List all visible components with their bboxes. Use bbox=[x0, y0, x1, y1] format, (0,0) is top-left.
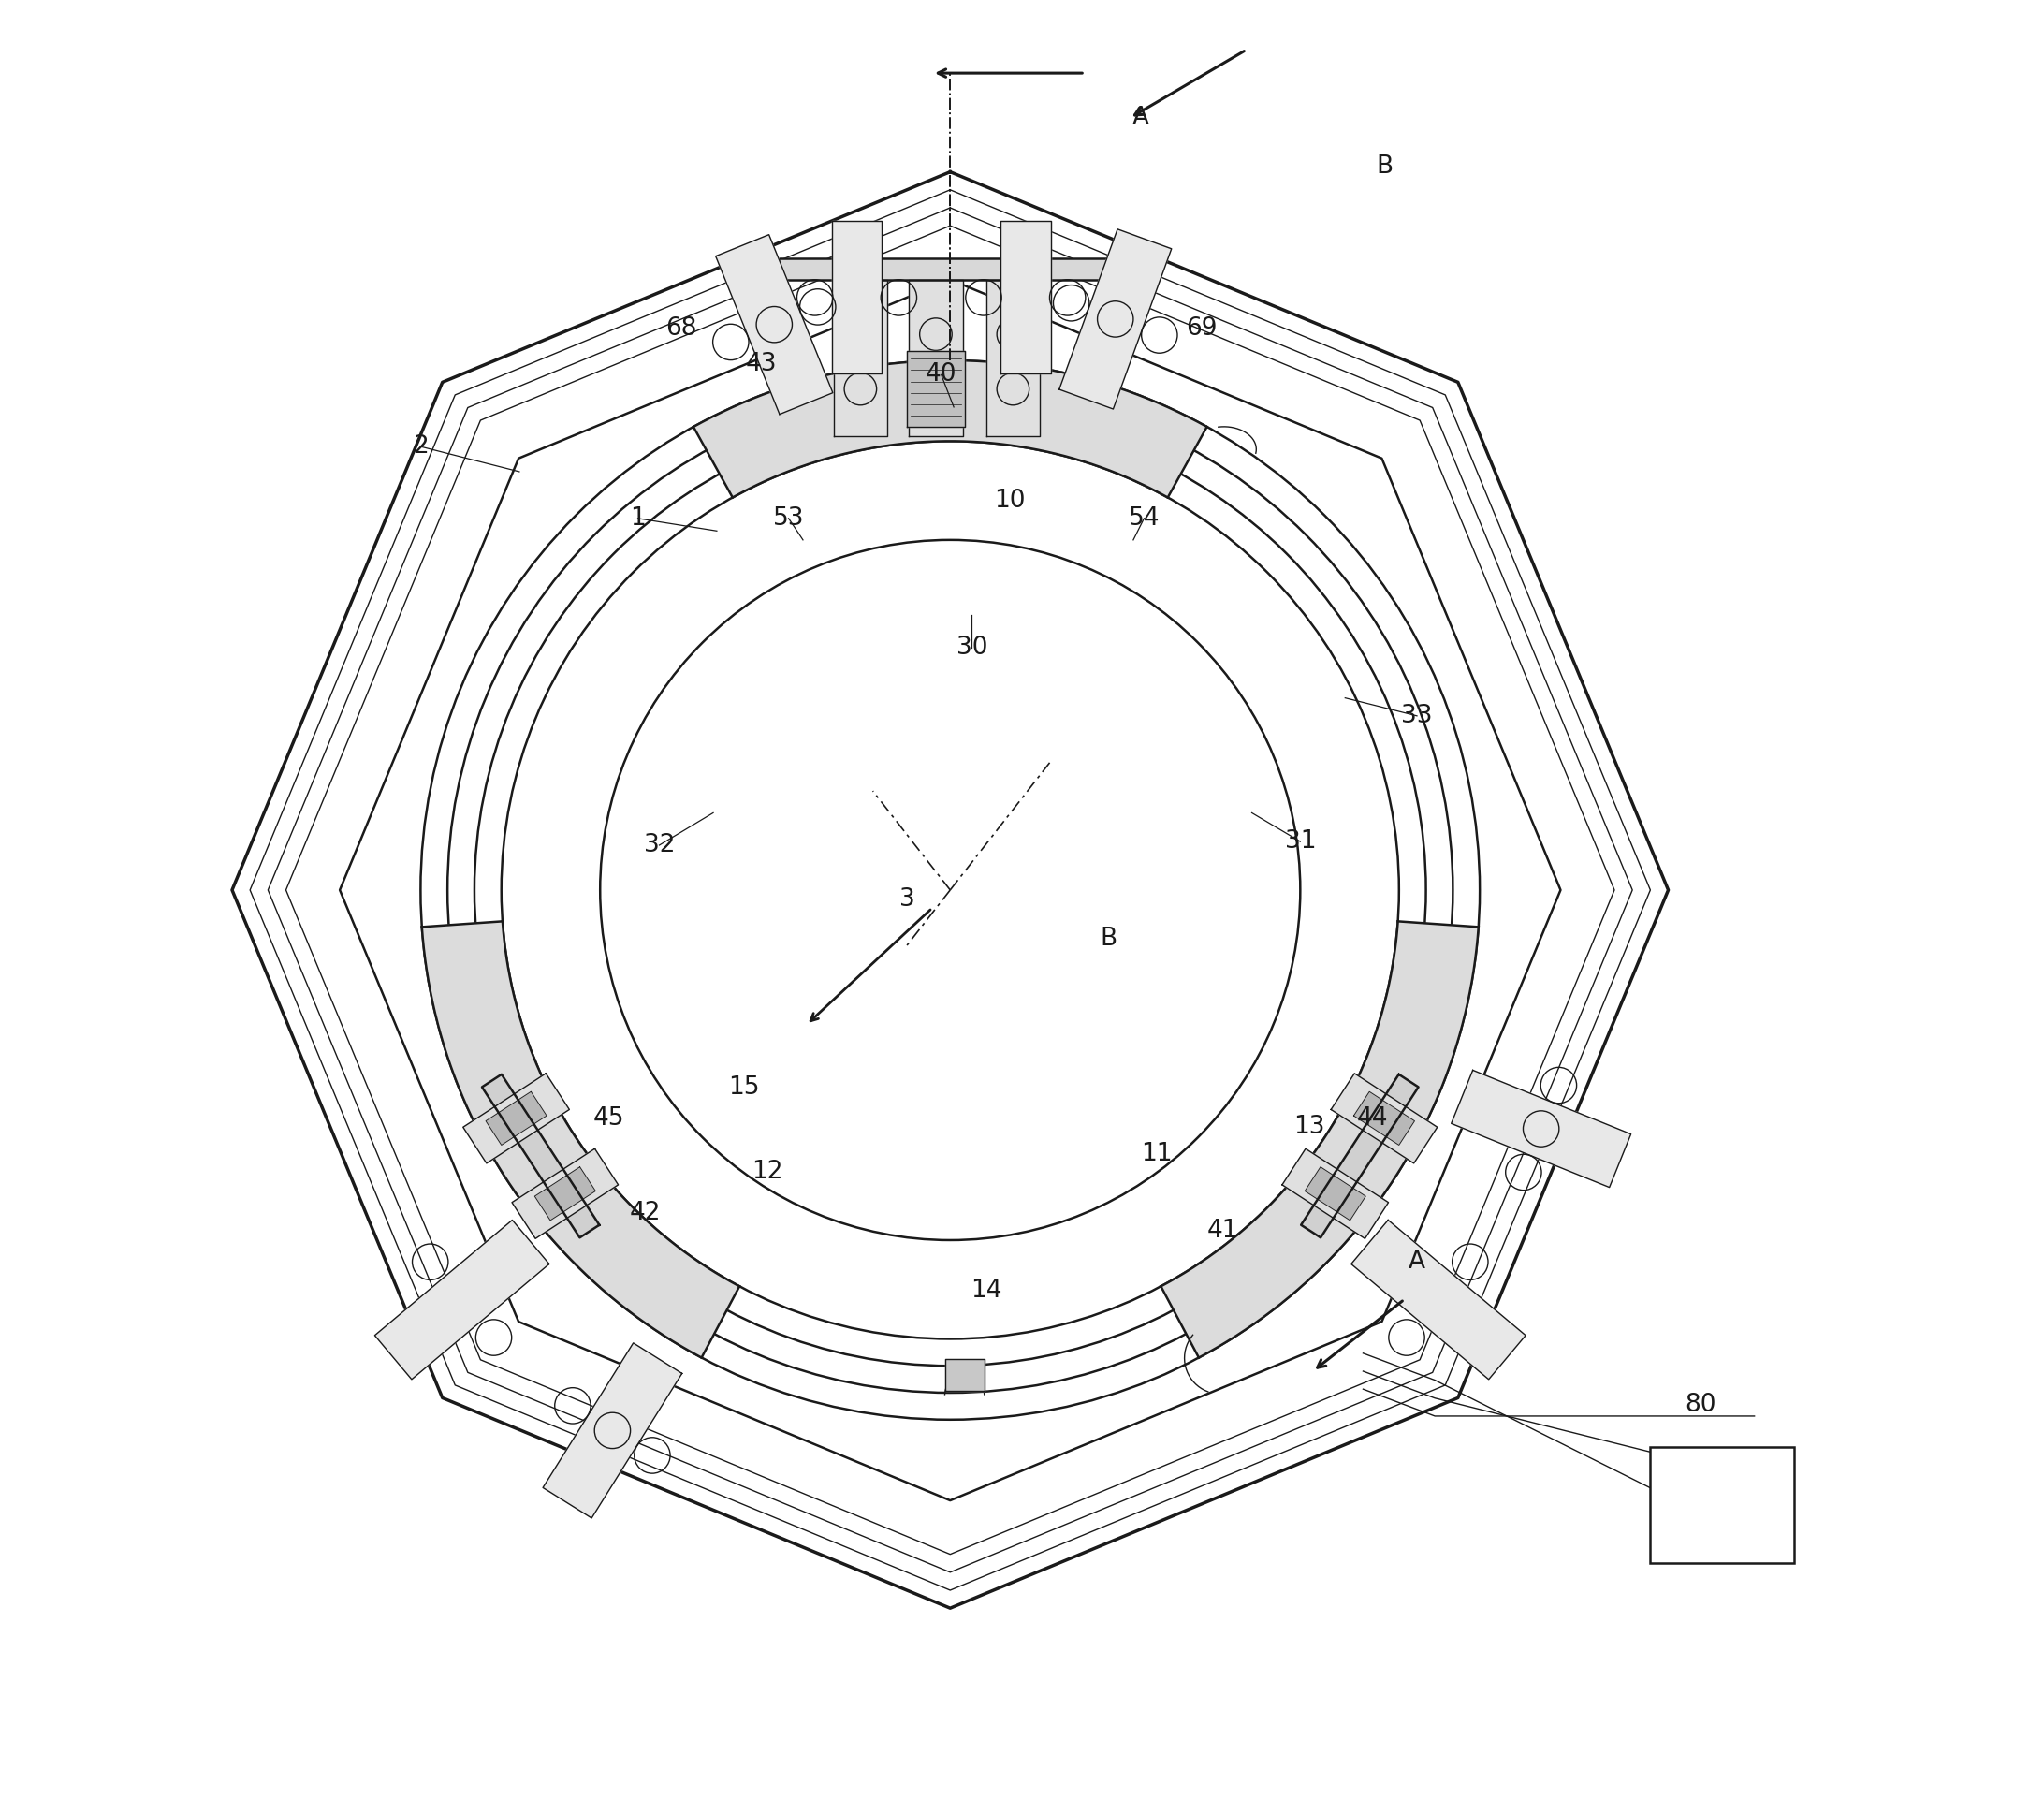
Polygon shape bbox=[544, 1343, 683, 1518]
Text: 33: 33 bbox=[1402, 703, 1433, 728]
Bar bbox=[1650, 1447, 1795, 1562]
Text: 41: 41 bbox=[1208, 1219, 1239, 1242]
Text: A: A bbox=[1408, 1250, 1425, 1273]
Polygon shape bbox=[374, 1221, 550, 1379]
Text: A: A bbox=[1132, 106, 1149, 129]
Polygon shape bbox=[1161, 921, 1478, 1357]
Polygon shape bbox=[486, 1091, 546, 1145]
Polygon shape bbox=[1302, 1075, 1419, 1237]
Polygon shape bbox=[1331, 1073, 1437, 1163]
Text: B: B bbox=[1376, 155, 1394, 178]
Polygon shape bbox=[715, 236, 832, 414]
Text: 2: 2 bbox=[413, 435, 429, 458]
Polygon shape bbox=[832, 221, 881, 374]
Text: 1: 1 bbox=[630, 507, 646, 530]
Text: 11: 11 bbox=[1141, 1142, 1173, 1167]
Text: 45: 45 bbox=[593, 1106, 625, 1131]
Text: 53: 53 bbox=[773, 507, 803, 530]
Polygon shape bbox=[910, 279, 963, 435]
Text: 80: 80 bbox=[1684, 1393, 1717, 1417]
Text: 3: 3 bbox=[899, 886, 916, 912]
Text: 30: 30 bbox=[957, 635, 987, 660]
Polygon shape bbox=[779, 259, 1120, 279]
Text: 12: 12 bbox=[752, 1160, 783, 1185]
Polygon shape bbox=[693, 360, 1206, 498]
Polygon shape bbox=[464, 1073, 570, 1163]
Polygon shape bbox=[985, 279, 1040, 435]
Text: 10: 10 bbox=[993, 489, 1026, 512]
Polygon shape bbox=[1059, 228, 1171, 410]
Polygon shape bbox=[421, 921, 740, 1357]
Polygon shape bbox=[511, 1149, 617, 1239]
Text: 69: 69 bbox=[1186, 316, 1218, 340]
Polygon shape bbox=[536, 1167, 595, 1221]
Text: 44: 44 bbox=[1357, 1106, 1388, 1131]
Polygon shape bbox=[1353, 1091, 1414, 1145]
Polygon shape bbox=[908, 351, 965, 426]
Polygon shape bbox=[1351, 1221, 1525, 1379]
Polygon shape bbox=[482, 1075, 599, 1237]
Text: 15: 15 bbox=[728, 1075, 760, 1100]
Polygon shape bbox=[1304, 1167, 1365, 1221]
Text: 13: 13 bbox=[1294, 1115, 1325, 1140]
Polygon shape bbox=[944, 1359, 985, 1392]
Text: 42: 42 bbox=[630, 1201, 660, 1226]
Text: B: B bbox=[1100, 926, 1116, 951]
Polygon shape bbox=[1451, 1070, 1631, 1187]
Text: 43: 43 bbox=[746, 352, 777, 376]
Text: 54: 54 bbox=[1128, 507, 1159, 530]
Text: 31: 31 bbox=[1284, 829, 1316, 854]
Polygon shape bbox=[1000, 221, 1051, 374]
Text: 32: 32 bbox=[644, 832, 675, 858]
Polygon shape bbox=[1282, 1149, 1388, 1239]
Polygon shape bbox=[834, 279, 887, 435]
Polygon shape bbox=[233, 173, 1668, 1607]
Text: 14: 14 bbox=[971, 1278, 1002, 1302]
Text: 40: 40 bbox=[926, 363, 957, 387]
Text: 68: 68 bbox=[664, 316, 697, 340]
